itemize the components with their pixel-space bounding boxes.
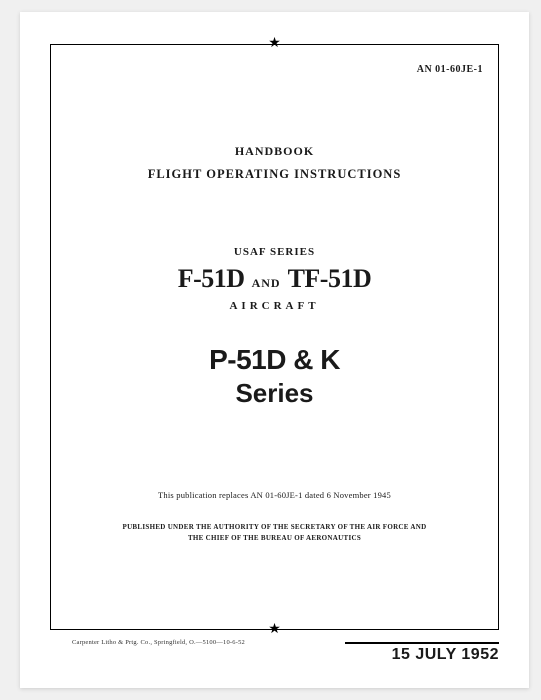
document-id: AN 01-60JE-1 — [417, 64, 483, 75]
aircraft-designation: F-51D AND TF-51D — [20, 264, 529, 294]
series-block: USAF SERIES F-51D AND TF-51D AIRCRAFT — [20, 246, 529, 312]
and-conjunction: AND — [249, 276, 284, 290]
model-tf51d: TF-51D — [288, 264, 372, 294]
publication-date: 15 JULY 1952 — [392, 646, 499, 664]
authority-line-1: PUBLISHED UNDER THE AUTHORITY OF THE SEC… — [20, 522, 529, 533]
date-rule — [345, 642, 499, 644]
authority-line-2: THE CHIEF OF THE BUREAU OF AERONAUTICS — [20, 533, 529, 544]
aircraft-label: AIRCRAFT — [20, 300, 529, 312]
title-block: HANDBOOK FLIGHT OPERATING INSTRUCTIONS — [20, 144, 529, 182]
publication-authority: PUBLISHED UNDER THE AUTHORITY OF THE SEC… — [20, 522, 529, 543]
secondary-designation-block: P-51D & K Series — [20, 344, 529, 409]
usaf-series-label: USAF SERIES — [20, 246, 529, 258]
document-page: ★ ★ AN 01-60JE-1 HANDBOOK FLIGHT OPERATI… — [20, 12, 529, 688]
model-f51d: F-51D — [178, 264, 245, 294]
printer-info: Carpenter Litho & Prtg. Co., Springfield… — [72, 639, 245, 646]
supersession-notice: This publication replaces AN 01-60JE-1 d… — [20, 490, 529, 500]
p51-models: P-51D & K — [20, 344, 529, 376]
handbook-label: HANDBOOK — [20, 144, 529, 159]
series-label: Series — [20, 378, 529, 409]
flight-operating-instructions-label: FLIGHT OPERATING INSTRUCTIONS — [20, 167, 529, 182]
